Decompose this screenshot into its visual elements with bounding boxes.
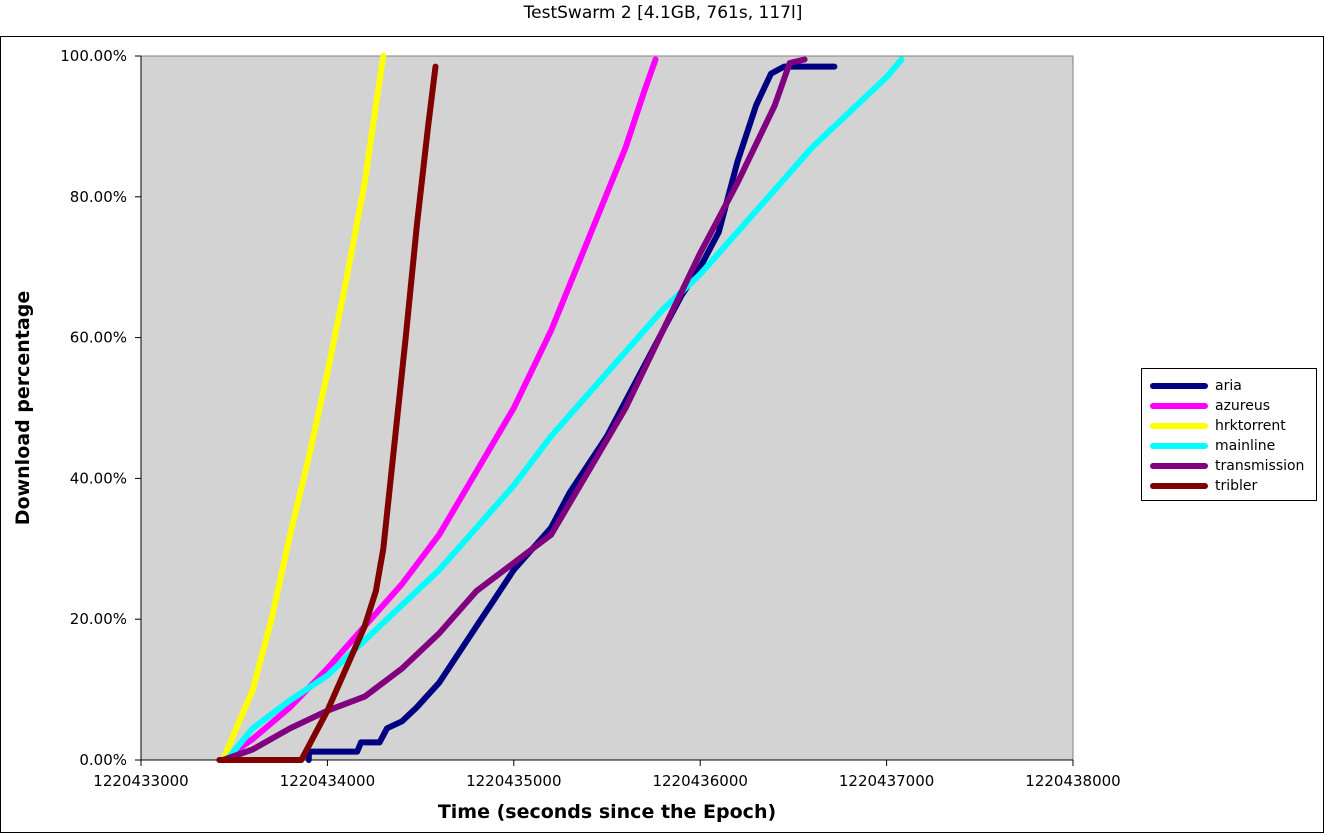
legend-item-tribler: tribler bbox=[1142, 476, 1318, 496]
series-line-hrktorrent bbox=[220, 53, 387, 763]
series-line-azureus bbox=[220, 56, 659, 763]
y-tick-label: 0.00% bbox=[79, 751, 127, 769]
series-line-mainline bbox=[223, 56, 905, 763]
legend-swatch bbox=[1150, 483, 1208, 489]
y-axis-title: Download percentage bbox=[12, 291, 34, 525]
legend-label: aria bbox=[1215, 378, 1242, 394]
y-tick-label: 80.00% bbox=[70, 188, 127, 206]
legend-item-hrktorrent: hrktorrent bbox=[1142, 416, 1318, 436]
x-tick-label: 1220437000 bbox=[839, 772, 934, 790]
y-tick-label: 40.00% bbox=[70, 469, 127, 487]
series-line-transmission bbox=[220, 56, 808, 763]
x-tick-label: 1220433000 bbox=[93, 772, 188, 790]
chart-frame bbox=[0, 36, 1324, 833]
y-tick-label: 60.00% bbox=[70, 329, 127, 347]
legend-label: mainline bbox=[1215, 438, 1276, 454]
legend-swatch bbox=[1150, 383, 1208, 389]
legend-item-aria: aria bbox=[1142, 376, 1318, 396]
x-tick-label: 1220436000 bbox=[652, 772, 747, 790]
legend-swatch bbox=[1150, 463, 1208, 469]
chart-title: TestSwarm 2 [4.1GB, 761s, 117l] bbox=[523, 3, 803, 23]
legend-label: hrktorrent bbox=[1215, 418, 1286, 434]
legend-swatch bbox=[1150, 443, 1208, 449]
series-line-tribler bbox=[216, 63, 439, 763]
legend-item-azureus: azureus bbox=[1142, 396, 1318, 416]
x-tick-label: 1220434000 bbox=[280, 772, 375, 790]
legend-label: tribler bbox=[1215, 478, 1258, 494]
x-tick-label: 1220438000 bbox=[1025, 772, 1120, 790]
y-tick-label: 100.00% bbox=[60, 47, 127, 65]
plot-area bbox=[140, 55, 1074, 761]
x-tick-label: 1220435000 bbox=[466, 772, 561, 790]
legend-label: azureus bbox=[1215, 398, 1271, 414]
x-axis-title: Time (seconds since the Epoch) bbox=[438, 801, 776, 823]
y-tick-label: 20.00% bbox=[70, 610, 127, 628]
legend-item-transmission: transmission bbox=[1142, 456, 1318, 476]
legend-swatch bbox=[1150, 403, 1208, 409]
legend-label: transmission bbox=[1215, 458, 1305, 474]
legend-item-mainline: mainline bbox=[1142, 436, 1318, 456]
legend-swatch bbox=[1150, 423, 1208, 429]
legend: aria azureus hrktorrent mainline transmissio… bbox=[1141, 368, 1317, 501]
